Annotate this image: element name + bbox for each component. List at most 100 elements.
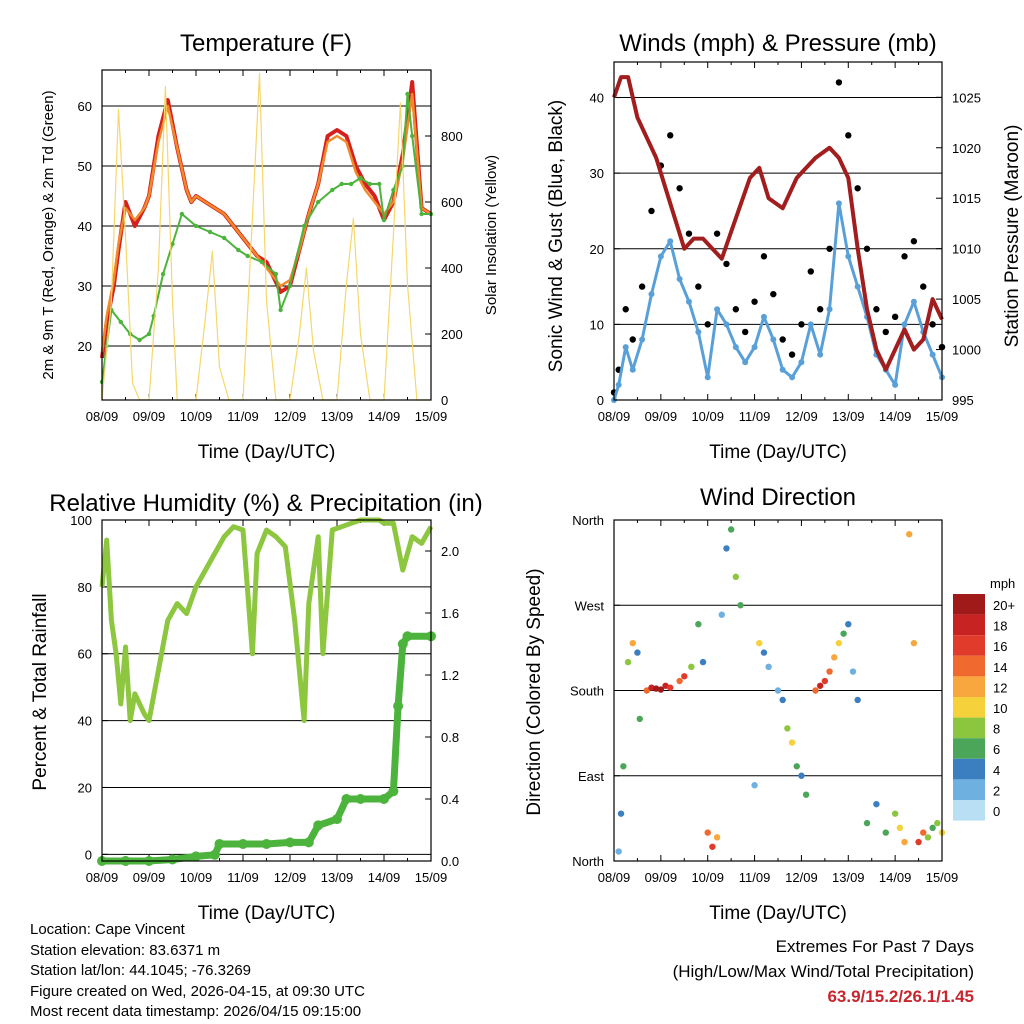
dewpoint-point: [405, 91, 410, 97]
wind-point: [676, 276, 683, 283]
legend-label: 4: [993, 763, 1000, 778]
y2-tick-label: 0: [441, 393, 448, 408]
y2-tick-label: 1020: [952, 141, 981, 156]
gust-point: [648, 207, 655, 215]
gust-point: [882, 328, 889, 336]
direction-point: [816, 682, 824, 689]
legend-swatch: [953, 676, 985, 697]
direction-point: [854, 696, 861, 704]
plot-border: [101, 519, 432, 862]
y-tick-label: 60: [78, 99, 92, 114]
legend-label: 8: [993, 722, 1000, 737]
y2-tick-label: 800: [441, 129, 463, 144]
direction-point: [727, 526, 735, 533]
legend-label: 6: [993, 742, 1000, 757]
wind-point: [657, 253, 664, 260]
x-tick-label: 08/09: [86, 409, 119, 424]
legend-label: 10: [993, 701, 1007, 716]
gust-point: [845, 132, 852, 139]
precip-point: [209, 849, 220, 860]
panel-3: Relative Humidity (%) & Precipitation (i…: [30, 490, 483, 924]
gust-point: [751, 298, 758, 305]
y2-tick-label: 1.2: [441, 668, 459, 683]
wind-point: [742, 359, 749, 366]
x-tick-label: 10/09: [691, 870, 724, 885]
y-axis-label: Direction (Colored By Speed): [524, 568, 545, 815]
precip-point: [313, 820, 324, 831]
wind-point: [770, 336, 777, 343]
wind-point: [910, 298, 917, 305]
y-tick-label: 30: [590, 166, 604, 181]
x-axis-label: Time (Day/UTC): [198, 903, 336, 924]
recent-text: Most recent data timestamp: 2026/04/15 0…: [30, 1003, 362, 1020]
direction-point: [732, 573, 740, 581]
direction-point: [821, 677, 829, 685]
rh-line: [99, 517, 434, 724]
location-text: Location: Cape Vincent: [30, 921, 185, 938]
direction-point: [812, 687, 819, 694]
dewpoint-point: [273, 271, 279, 277]
gust-point: [742, 328, 749, 336]
direction-point: [835, 639, 843, 647]
gust-point: [779, 336, 786, 343]
direction-point: [636, 715, 643, 723]
y2-tick-label: 2.0: [441, 544, 459, 559]
wind-point: [789, 374, 796, 381]
x-tick-label: 12/09: [785, 409, 818, 424]
y-tick-label: South: [570, 684, 604, 699]
dewpoint-point: [316, 199, 321, 205]
direction-point: [765, 663, 772, 671]
dewpoint-point: [419, 211, 424, 217]
dewpoint-point: [377, 181, 382, 187]
x-tick-label: 15/09: [415, 870, 448, 885]
precip-point: [388, 786, 399, 797]
x-tick-label: 08/09: [86, 870, 119, 885]
wind-point: [845, 253, 852, 260]
wind-point: [714, 306, 721, 313]
x-tick-label: 11/09: [227, 409, 259, 424]
dewpoint-point: [207, 229, 213, 235]
x-tick-label: 13/09: [832, 870, 865, 885]
gust-point: [854, 185, 861, 192]
gust-point: [788, 351, 796, 358]
x-tick-label: 12/09: [274, 409, 307, 424]
x-tick-label: 13/09: [321, 409, 354, 424]
y-tick-label: 40: [590, 91, 604, 106]
x-tick-label: 09/09: [133, 409, 166, 424]
x-axis-label: Time (Day/UTC): [709, 903, 847, 924]
direction-point: [910, 639, 918, 647]
gust-point: [891, 313, 899, 321]
direction-point: [906, 531, 913, 538]
legend-label: 14: [993, 660, 1007, 675]
temp-9m-line: [100, 92, 432, 353]
direction-point: [723, 545, 730, 552]
wind-point: [685, 298, 692, 305]
direction-point: [779, 696, 786, 704]
legend-label: 18: [993, 619, 1007, 634]
wind-point: [807, 321, 814, 328]
x-tick-label: 11/09: [227, 870, 259, 885]
wind-point: [629, 366, 636, 373]
y2-tick-label: 400: [441, 261, 463, 276]
gust-point: [901, 253, 908, 260]
legend-swatch: [953, 635, 985, 656]
direction-point: [676, 677, 683, 685]
plot-border: [613, 61, 943, 401]
dewpoint-point: [391, 187, 396, 193]
precip-point: [393, 701, 404, 711]
panel-title: Winds (mph) & Pressure (mb): [619, 30, 936, 57]
y2-tick-label: 1025: [952, 90, 981, 105]
direction-point: [934, 819, 941, 827]
dewpoint-point: [278, 307, 283, 313]
y2-tick-label: 200: [441, 327, 463, 342]
wind-point: [892, 381, 899, 388]
direction-point: [624, 658, 632, 666]
y-tick-label: 50: [78, 159, 92, 174]
x-tick-label: 15/09: [926, 870, 959, 885]
precip-point: [191, 851, 201, 862]
legend-swatch: [953, 655, 985, 677]
legend-label: 12: [993, 680, 1007, 695]
direction-point: [713, 834, 721, 841]
gust-point: [723, 260, 730, 268]
plot-border: [101, 69, 432, 401]
